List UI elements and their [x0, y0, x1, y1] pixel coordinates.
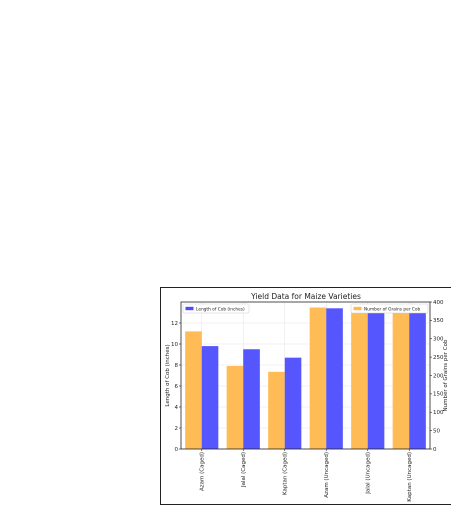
length-bar-2 — [243, 349, 260, 449]
legend-label: Length of Cob (inches) — [196, 306, 245, 312]
y-tick-label-right: 250 — [433, 355, 444, 361]
chart-svg: Yield Data for Maize Varieties 0 2 4 6 8 10 12… — [165, 292, 449, 502]
y-tick-label-right: 100 — [433, 410, 444, 416]
legend-swatch — [185, 306, 194, 311]
grains-bar-5 — [351, 311, 368, 449]
length-bar-1 — [201, 346, 219, 449]
legend-right: Number of Grains per Cob — [350, 303, 429, 314]
grains-bar-2 — [226, 365, 244, 449]
chart-figure: Yield Data for Maize Varieties 0 2 4 6 8 10 12… — [160, 287, 451, 505]
y-tick-label-right: 400 — [433, 300, 444, 306]
grains-bar-3 — [268, 371, 285, 449]
legend-box — [350, 303, 429, 314]
x-tick-label: Azam (Caged) — [200, 452, 206, 491]
y-tick-label-right: 350 — [433, 318, 444, 324]
legend-left: Length of Cob (inches) — [182, 303, 250, 314]
x-tick-label: Azam (Uncaged) — [324, 452, 330, 498]
y-tick-label-left: 0 — [175, 447, 179, 453]
legend-swatch — [353, 306, 362, 311]
length-bar-3 — [284, 357, 302, 449]
chart-title: Yield Data for Maize Varieties — [250, 292, 361, 301]
y-tick-label-left: 12 — [171, 321, 178, 327]
y-tick-label-right: 150 — [433, 392, 444, 398]
y-axis-label-right: Number of Grains per Cob — [443, 339, 449, 412]
x-tick-label: Kaptan (Uncaged) — [407, 452, 413, 502]
y-tick-label-left: 2 — [175, 426, 179, 432]
y-tick-label-left: 8 — [175, 363, 179, 369]
y-tick-label-right: 300 — [433, 337, 444, 343]
y-tick-label-right: 50 — [433, 428, 440, 434]
y-tick-label-left: 4 — [175, 405, 179, 411]
legend-box — [182, 303, 250, 314]
length-bar-6 — [409, 312, 426, 449]
length-bar-4 — [326, 308, 343, 449]
length-bar-5 — [367, 312, 385, 449]
y-tick-label-left: 6 — [175, 384, 179, 390]
x-tick-label: Kaptan (Caged) — [283, 452, 289, 495]
y-tick-label-right: 0 — [433, 447, 437, 453]
grains-bar-4 — [309, 307, 327, 449]
legend-label: Number of Grains per Cob — [364, 306, 421, 312]
y-tick-label-left: 10 — [171, 342, 178, 348]
grains-bar-6 — [392, 311, 410, 449]
grains-bar-1 — [185, 331, 202, 449]
y-tick-label-right: 200 — [433, 373, 444, 379]
x-tick-label: Jalal (Uncaged) — [366, 452, 372, 495]
x-tick-label: Jalal (Caged) — [241, 452, 247, 488]
y-axis-label-left: Length of Cob (inches) — [165, 344, 171, 406]
